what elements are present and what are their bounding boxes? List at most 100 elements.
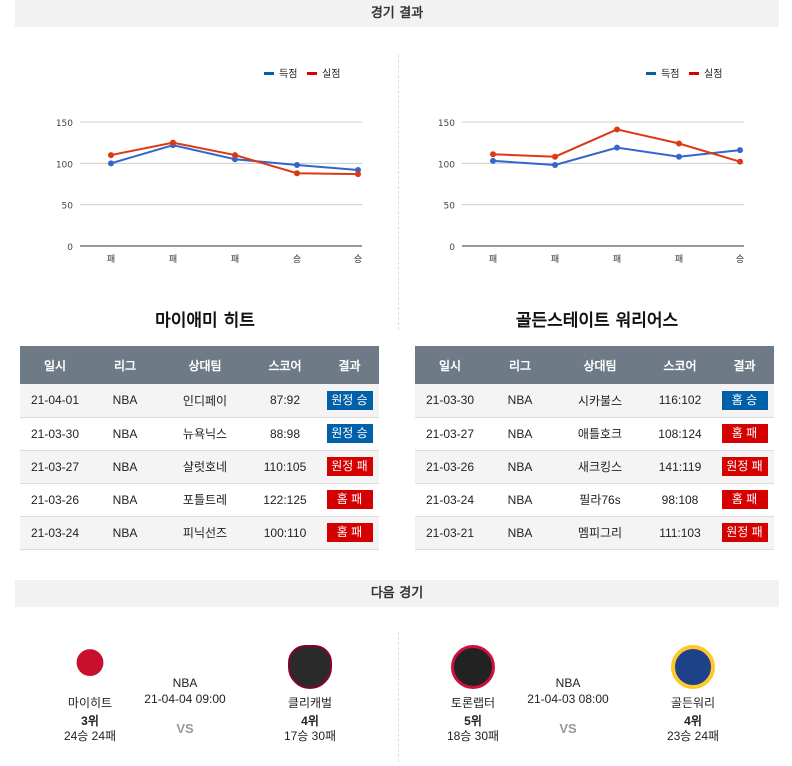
league-cell: NBA xyxy=(485,516,555,550)
league-cell: NBA xyxy=(485,483,555,517)
team-record: 23승 24패 xyxy=(666,729,720,743)
result-cell: 홈 패 xyxy=(320,516,379,550)
data-point xyxy=(676,140,682,147)
table-row: 21-03-24 NBA 피닉선즈 100:110 홈 패 xyxy=(20,516,379,550)
team-title-miami: 마이애미 히트 xyxy=(155,311,255,331)
table-row: 21-03-27 NBA 애틀호크 108:124 홈 패 xyxy=(415,417,774,451)
result-badge: 홈 패 xyxy=(326,490,373,509)
data-point xyxy=(737,147,743,154)
team-record: 18승 30패 xyxy=(446,729,500,743)
results-table-golden-state: 일시 리그 상대팀 스코어 결과 21-03-30 NBA 시카불스 116:102 홈… xyxy=(415,346,774,550)
column-header: 스코어 xyxy=(645,346,715,384)
y-tick-label: 150 xyxy=(56,119,73,129)
opponent-cell: 필라76s xyxy=(555,483,645,517)
league-cell: NBA xyxy=(485,384,555,418)
result-cell: 홈 패 xyxy=(320,483,379,517)
table-row: 21-03-27 NBA 샬럿호네 110:105 원정 패 xyxy=(20,450,379,484)
table-row: 21-03-26 NBA 포틀트레 122:125 홈 패 xyxy=(20,483,379,517)
x-tick-label: 승 xyxy=(736,254,744,265)
y-tick-label: 50 xyxy=(62,202,74,212)
x-tick-label: 승 xyxy=(293,254,301,265)
date-cell: 21-03-24 xyxy=(415,483,485,517)
team-rank: 5위 xyxy=(464,714,482,728)
results-section-title: 경기 결과 xyxy=(15,0,779,27)
vs-label: VS xyxy=(176,721,194,736)
data-point xyxy=(490,151,496,158)
vs-label: VS xyxy=(559,721,577,736)
data-point xyxy=(614,144,620,151)
column-header: 결과 xyxy=(715,346,774,384)
league-label: NBA xyxy=(172,676,198,690)
score-cell: 141:119 xyxy=(645,450,715,484)
date-cell: 21-03-24 xyxy=(20,516,90,550)
team-home[interactable]: 토론랩터 5위 18승 30패 xyxy=(423,645,523,743)
legend-swatch-conceded xyxy=(689,72,699,75)
chart-miami: 0 50 100 150 패 패 패 승 승 득점 실점 xyxy=(56,68,362,265)
column-header: 결과 xyxy=(320,346,379,384)
team-name: 마이히트 xyxy=(67,696,113,710)
opponent-cell: 시카불스 xyxy=(555,384,645,418)
result-badge: 원정 승 xyxy=(326,390,373,410)
team-name: 골든워리 xyxy=(670,696,716,710)
result-badge: 홈 패 xyxy=(326,523,373,542)
column-header: 상대팀 xyxy=(555,346,645,384)
column-header: 상대팀 xyxy=(160,346,250,384)
column-header: 일시 xyxy=(20,346,90,384)
date-cell: 21-03-27 xyxy=(415,417,485,451)
next-section-title: 다음 경기 xyxy=(15,580,779,607)
result-badge: 홈 패 xyxy=(721,424,768,443)
x-tick-label: 승 xyxy=(354,254,362,265)
miami-heat-logo-icon xyxy=(68,645,112,689)
team-record: 24승 24패 xyxy=(63,729,117,743)
opponent-cell: 피닉선즈 xyxy=(160,516,250,550)
result-cell: 원정 승 xyxy=(320,384,379,418)
data-point xyxy=(614,126,620,133)
table-row: 21-03-30 NBA 시카불스 116:102 홈 승 xyxy=(415,384,774,418)
y-tick-label: 50 xyxy=(444,202,456,212)
result-badge: 원정 패 xyxy=(721,457,768,476)
x-tick-label: 패 xyxy=(551,254,559,265)
golden-state-warriors-logo-icon xyxy=(671,645,715,689)
column-header: 리그 xyxy=(485,346,555,384)
opponent-cell: 인디페이 xyxy=(160,384,250,418)
result-cell: 홈 승 xyxy=(715,384,774,418)
score-cell: 110:105 xyxy=(250,450,320,484)
team-rank: 3위 xyxy=(81,714,99,728)
team-title-golden-state: 골든스테이트 워리어스 xyxy=(515,311,679,331)
league-cell: NBA xyxy=(90,384,160,418)
team-away[interactable]: 클리캐벌 4위 17승 30패 xyxy=(260,645,360,743)
result-cell: 원정 승 xyxy=(320,417,379,451)
opponent-cell: 샬럿호네 xyxy=(160,450,250,484)
divider xyxy=(398,55,399,330)
data-point xyxy=(552,153,558,160)
league-label: NBA xyxy=(555,676,581,690)
x-tick-label: 패 xyxy=(169,254,177,265)
y-tick-label: 100 xyxy=(438,160,455,170)
x-tick-label: 패 xyxy=(107,254,115,265)
column-header: 일시 xyxy=(415,346,485,384)
team-home[interactable]: 마이히트 3위 24승 24패 xyxy=(40,645,140,743)
table-row: 21-03-30 NBA 뉴욕닉스 88:98 원정 승 xyxy=(20,417,379,451)
x-tick-label: 패 xyxy=(675,254,683,265)
league-cell: NBA xyxy=(90,417,160,451)
column-header: 리그 xyxy=(90,346,160,384)
league-cell: NBA xyxy=(90,516,160,550)
data-point xyxy=(676,153,682,160)
date-cell: 21-03-26 xyxy=(415,450,485,484)
table-row: 21-03-21 NBA 멤피그리 111:103 원정 패 xyxy=(415,516,774,550)
result-cell: 원정 패 xyxy=(320,450,379,484)
result-badge: 원정 패 xyxy=(721,523,768,542)
divider xyxy=(398,632,399,762)
score-cell: 122:125 xyxy=(250,483,320,517)
score-cell: 87:92 xyxy=(250,384,320,418)
legend-scored: 득점 xyxy=(279,68,297,80)
data-point xyxy=(552,161,558,168)
result-cell: 원정 패 xyxy=(715,516,774,550)
team-away[interactable]: 골든워리 4위 23승 24패 xyxy=(643,645,743,743)
data-point xyxy=(490,157,496,164)
result-badge: 홈 승 xyxy=(721,390,768,410)
result-badge: 원정 패 xyxy=(326,457,373,476)
team-record: 17승 30패 xyxy=(283,729,337,743)
league-cell: NBA xyxy=(90,483,160,517)
score-cell: 116:102 xyxy=(645,384,715,418)
